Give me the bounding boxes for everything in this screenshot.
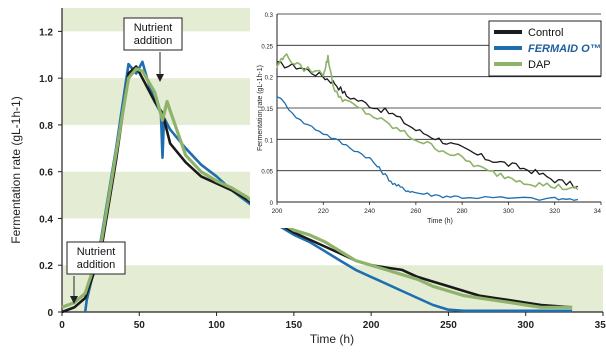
x-tick-label: 300: [517, 320, 534, 331]
annotation-text-line: Nutrient: [134, 22, 173, 34]
legend-label: FERMAID O™: [528, 43, 601, 55]
annotation-text-line: Nutrient: [77, 246, 116, 258]
annotation-nutrient-addition-1: Nutrient addition: [66, 241, 126, 304]
inset-y-tick-label: 0.1: [265, 138, 274, 144]
annotation-box: [123, 17, 183, 51]
x-tick-label: 150: [286, 320, 303, 331]
inset-y-tick-label: 0.25: [261, 44, 273, 50]
legend-label: DAP: [528, 59, 551, 71]
y-tick-label: 1.0: [39, 74, 53, 85]
inset-series-line-2: [276, 53, 579, 191]
inset-x-tick-label: 280: [457, 208, 468, 215]
annotation-box: [66, 241, 126, 275]
x-ticks: 0 50 100 150 200 250 300 350: [59, 312, 606, 331]
main-series-line-0: [61, 65, 573, 314]
inset-y-tick-label: 0.3: [265, 13, 274, 19]
legend-label: Control: [528, 27, 563, 39]
inset-x-tick-label: 240: [364, 208, 375, 215]
inset-y-tick-label: 0.2: [265, 76, 274, 82]
inset-y-tick-label: 0.15: [261, 107, 273, 113]
inset-x-tick-label: 300: [503, 208, 514, 215]
x-tick-label: 50: [134, 320, 146, 331]
inset-x-ticks: 200 220 240 260 280 300 320 34: [272, 202, 602, 215]
inset-y-tick-label: 0.05: [261, 170, 273, 176]
y-tick-label: 0.2: [39, 261, 53, 272]
annotation-text-line: addition: [77, 259, 116, 271]
y-tick-label: 0: [47, 308, 53, 319]
x-tick-label: 0: [59, 320, 65, 331]
inset-x-tick-label: 260: [410, 208, 421, 215]
annotation-arrowhead: [156, 74, 164, 82]
inset-y-ticks: 0 0.05 0.1 0.15 0.2 0.25 0.3: [261, 13, 273, 207]
annotation-text-line: addition: [134, 35, 173, 47]
y-tick-label: 1.2: [39, 27, 53, 38]
annotation-text: Nutrient addition: [134, 22, 173, 47]
x-tick-label: 100: [208, 320, 225, 331]
y-ticks: 0 0.2 0.4 0.6 0.8 1.0 1.2: [39, 27, 62, 319]
inset-y-tick-label: 0: [270, 201, 274, 207]
inset-x-tick-label: 200: [272, 208, 283, 215]
y-axis-label: Fermentation rate (gL-1h-1): [9, 96, 23, 243]
y-tick-label: 0.8: [39, 121, 53, 132]
inset-chart: 0 0.05 0.1 0.15 0.2 0.25 0.3 200 220 240 260 280 300…: [250, 6, 606, 228]
inset-y-axis-label: Fermentation rate (gL-1h-1): [257, 65, 264, 151]
x-tick-label: 350: [595, 320, 606, 331]
y-tick-label: 0.6: [39, 168, 53, 179]
inset-x-axis-label: Time (h): [427, 218, 453, 225]
x-tick-label: 200: [363, 320, 380, 331]
annotation-nutrient-addition-2: Nutrient addition: [123, 17, 183, 82]
inset-x-tick-label: 220: [318, 208, 329, 215]
inset-x-tick-label: 34: [594, 208, 602, 215]
inset-series-line-0: [276, 61, 579, 189]
y-tick-label: 0.4: [39, 214, 53, 225]
inset-x-tick-label: 320: [549, 208, 560, 215]
x-tick-label: 250: [440, 320, 457, 331]
x-axis-label: Time (h): [310, 332, 354, 346]
annotation-arrowhead: [70, 296, 78, 304]
legend: Control FERMAID O™ DAP: [488, 20, 602, 77]
annotation-text: Nutrient addition: [77, 246, 116, 271]
inset-series-line-1: [276, 96, 579, 201]
